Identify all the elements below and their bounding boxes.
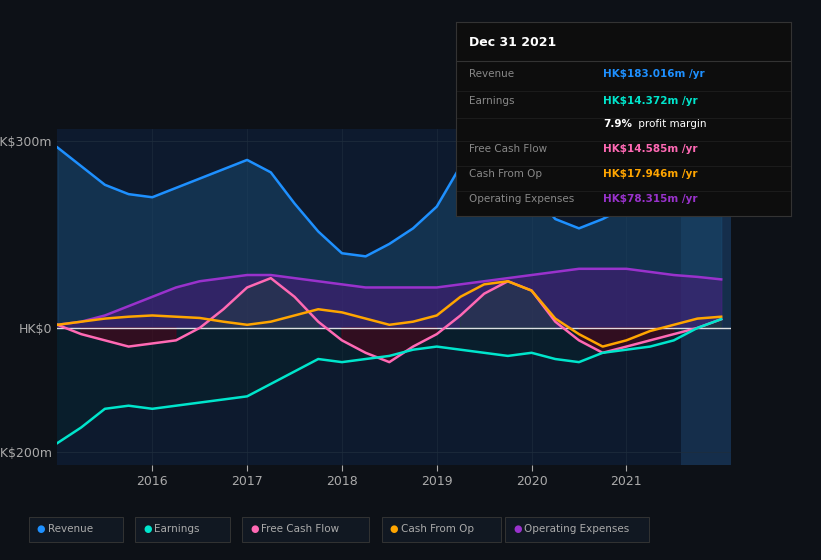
Text: Operating Expenses: Operating Expenses (469, 194, 575, 204)
Text: profit margin: profit margin (635, 119, 706, 129)
Text: Earnings: Earnings (469, 96, 515, 106)
Text: Revenue: Revenue (469, 69, 514, 79)
Text: ●: ● (37, 524, 45, 534)
Text: Revenue: Revenue (48, 524, 93, 534)
Text: Operating Expenses: Operating Expenses (524, 524, 629, 534)
Text: ●: ● (390, 524, 398, 534)
Text: HK$14.585m /yr: HK$14.585m /yr (603, 144, 698, 154)
Text: ●: ● (144, 524, 152, 534)
Text: ●: ● (513, 524, 521, 534)
Text: HK$17.946m /yr: HK$17.946m /yr (603, 169, 698, 179)
Text: Dec 31 2021: Dec 31 2021 (469, 36, 557, 49)
Text: Cash From Op: Cash From Op (401, 524, 474, 534)
Text: ●: ● (250, 524, 259, 534)
Text: Free Cash Flow: Free Cash Flow (261, 524, 339, 534)
Text: HK$14.372m /yr: HK$14.372m /yr (603, 96, 698, 106)
Text: Free Cash Flow: Free Cash Flow (469, 144, 547, 154)
Text: Cash From Op: Cash From Op (469, 169, 542, 179)
Text: HK$183.016m /yr: HK$183.016m /yr (603, 69, 704, 79)
Text: Earnings: Earnings (154, 524, 200, 534)
Bar (681, 129, 731, 465)
Text: HK$78.315m /yr: HK$78.315m /yr (603, 194, 698, 204)
Text: 7.9%: 7.9% (603, 119, 632, 129)
